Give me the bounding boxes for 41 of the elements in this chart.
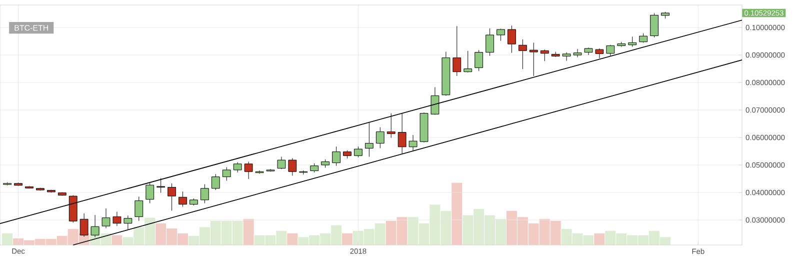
candlestick bbox=[124, 215, 132, 230]
candlestick bbox=[508, 25, 516, 54]
candlestick bbox=[430, 86, 440, 115]
candlestick bbox=[354, 146, 362, 158]
candlestick bbox=[408, 134, 418, 152]
candlestick bbox=[112, 211, 122, 226]
candlestick bbox=[134, 196, 144, 222]
candlestick bbox=[464, 50, 472, 73]
candlestick bbox=[364, 122, 374, 158]
candlestick bbox=[529, 42, 538, 76]
candlestick bbox=[452, 26, 462, 76]
candlestick bbox=[156, 178, 166, 194]
candlestick bbox=[277, 156, 286, 170]
candlestick bbox=[540, 49, 549, 62]
candlestick bbox=[595, 48, 604, 59]
candlestick bbox=[146, 182, 154, 204]
candlestick bbox=[398, 113, 406, 154]
candlestick bbox=[562, 52, 571, 62]
candlestick bbox=[332, 146, 340, 166]
candlestick bbox=[474, 50, 484, 72]
candlestick bbox=[496, 28, 505, 41]
candlestick bbox=[573, 48, 582, 58]
candlestick bbox=[288, 158, 297, 176]
candlestick bbox=[222, 166, 231, 181]
candlestick bbox=[310, 163, 319, 173]
candlestick bbox=[178, 191, 187, 208]
candlestick bbox=[102, 208, 110, 228]
candlestick bbox=[255, 170, 264, 174]
candlestick bbox=[211, 174, 220, 190]
candlestick bbox=[628, 36, 637, 48]
candlestick bbox=[200, 184, 209, 204]
candlestick bbox=[168, 183, 176, 211]
candlestick bbox=[244, 161, 253, 180]
candlestick bbox=[233, 162, 242, 173]
candlestick bbox=[376, 127, 384, 148]
candlestick bbox=[639, 33, 648, 43]
candlestick bbox=[518, 39, 527, 70]
candlestick bbox=[486, 28, 494, 56]
candlestick bbox=[386, 113, 396, 138]
candlestick bbox=[606, 44, 615, 56]
candlestick bbox=[650, 12, 658, 38]
